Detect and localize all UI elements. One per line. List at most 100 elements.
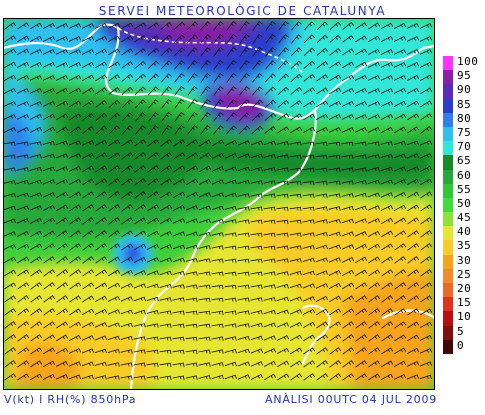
legend-item: 10 <box>443 310 483 326</box>
wind-barb <box>250 153 263 159</box>
wind-barb <box>316 347 329 355</box>
wind-barb <box>120 336 133 341</box>
wind-barb <box>43 282 56 290</box>
wind-barb <box>16 230 30 237</box>
wind-barb <box>56 113 69 121</box>
wind-barb <box>160 217 173 225</box>
wind-barb <box>159 230 173 237</box>
wind-barb <box>56 282 69 290</box>
wind-barb <box>316 87 329 95</box>
wind-barb <box>120 349 133 354</box>
wind-barb <box>211 374 224 380</box>
wind-barb <box>224 192 237 198</box>
wind-barb <box>16 126 30 133</box>
wind-barb <box>160 60 172 70</box>
wind-barb <box>160 34 173 43</box>
wind-barb <box>239 73 250 83</box>
wind-barb <box>367 179 380 185</box>
wind-barb <box>341 218 354 224</box>
wind-barb <box>82 113 95 121</box>
wind-barb <box>94 308 108 315</box>
wind-barb <box>213 72 224 83</box>
wind-barb <box>17 334 30 342</box>
wind-barb <box>226 59 237 70</box>
wind-barb <box>341 180 354 185</box>
wind-barb <box>108 204 121 212</box>
wind-barb <box>303 87 316 95</box>
wind-barb <box>108 217 121 225</box>
wind-barb <box>121 152 134 160</box>
wind-barb <box>289 283 302 289</box>
wind-barb <box>315 270 328 276</box>
wind-barb <box>368 48 381 55</box>
legend-swatch <box>443 240 453 255</box>
wind-barb <box>147 47 160 56</box>
wind-barb <box>342 21 355 30</box>
wind-barb <box>342 373 355 381</box>
legend-swatch <box>443 126 453 142</box>
wind-barb <box>420 191 433 199</box>
wind-barb <box>133 336 146 341</box>
wind-barb <box>224 336 237 341</box>
wind-barb <box>172 297 185 302</box>
wind-barb <box>302 167 315 173</box>
legend-item: 45 <box>443 211 483 227</box>
wind-barb <box>4 295 17 303</box>
wind-barb <box>185 310 198 316</box>
legend-label: 55 <box>457 182 472 196</box>
wind-barb <box>107 362 120 367</box>
wind-barb <box>355 321 368 329</box>
wind-barb <box>3 205 16 211</box>
wind-barb <box>121 256 134 264</box>
wind-barb <box>276 335 290 341</box>
wind-barb <box>316 360 329 368</box>
wind-barb <box>17 35 30 43</box>
wind-barb <box>265 73 276 83</box>
wind-barb <box>406 178 420 185</box>
wind-barb <box>29 101 43 107</box>
wind-barb <box>29 113 43 120</box>
wind-barb <box>381 217 394 225</box>
wind-barb <box>146 270 159 276</box>
wind-barb <box>329 295 342 303</box>
wind-barb <box>406 347 420 354</box>
wind-barb <box>263 167 276 172</box>
wind-barb <box>17 48 30 56</box>
legend-label: 0 <box>457 338 465 352</box>
wind-barb <box>30 334 43 342</box>
wind-barb <box>355 360 368 368</box>
wind-barb <box>160 165 173 173</box>
wind-barb <box>43 126 56 134</box>
wind-barb <box>172 323 185 329</box>
wind-barb <box>146 349 159 355</box>
wind-barb <box>211 245 224 250</box>
wind-barb <box>211 284 224 290</box>
wind-barb <box>42 100 56 107</box>
wind-barb <box>328 244 341 250</box>
wind-barb <box>342 61 355 69</box>
wind-barb <box>56 100 69 108</box>
wind-barb <box>95 178 108 186</box>
legend-item: 0 <box>443 338 483 354</box>
wind-barb <box>174 60 185 70</box>
wind-barb <box>121 243 134 251</box>
wind-barb <box>406 153 419 159</box>
wind-barb <box>135 112 146 122</box>
wind-barb <box>43 347 56 355</box>
wind-barb <box>289 219 302 225</box>
wind-barb <box>55 87 69 94</box>
wind-barb <box>394 295 407 303</box>
wind-barb <box>120 362 133 367</box>
wind-barb <box>133 256 147 263</box>
wind-barb <box>393 140 406 146</box>
legend-item: 40 <box>443 225 483 241</box>
wind-barb <box>302 193 315 199</box>
wind-barb <box>185 205 199 211</box>
wind-barb <box>146 296 159 302</box>
wind-barb <box>173 178 186 186</box>
wind-barb <box>69 334 82 341</box>
wind-barb <box>82 125 95 134</box>
legend-label: 70 <box>457 140 472 154</box>
wind-barb <box>368 347 381 355</box>
wind-barb <box>174 86 185 96</box>
